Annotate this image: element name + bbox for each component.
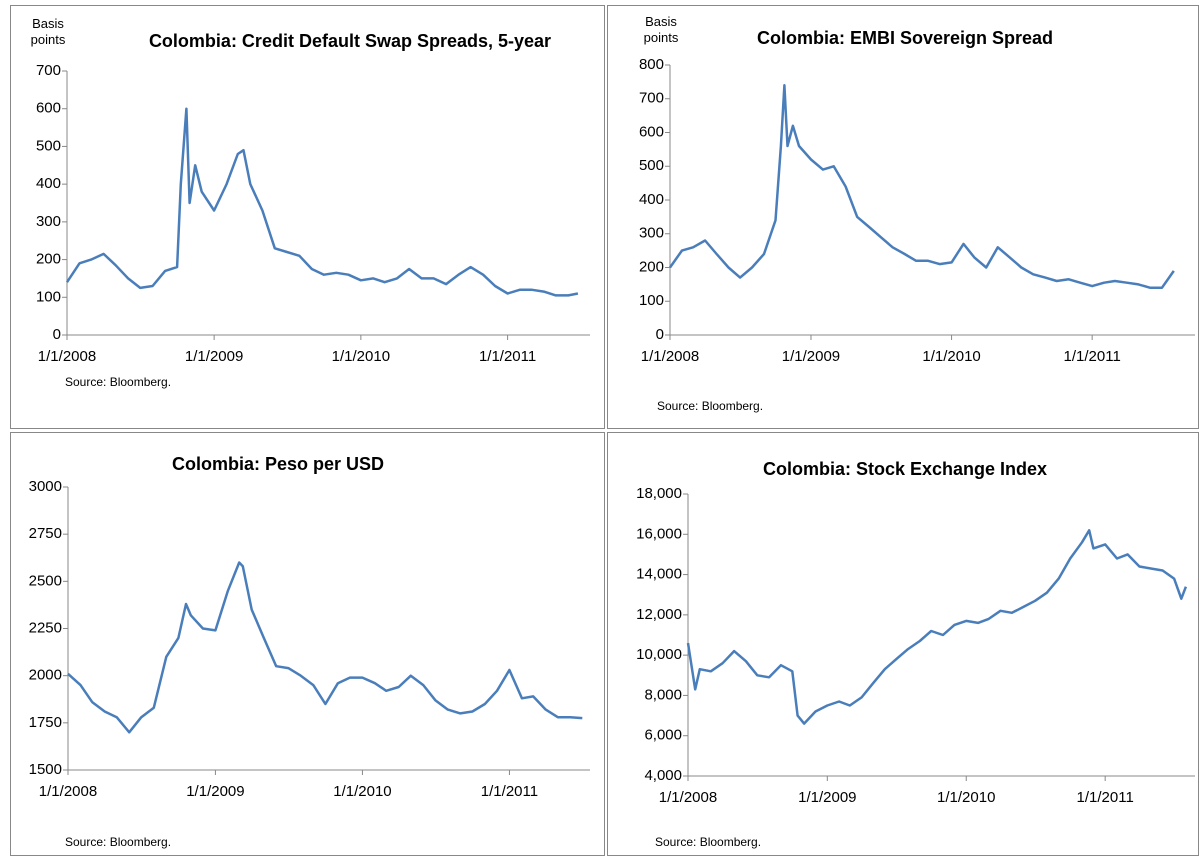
- x-tick-label: 1/1/2008: [641, 348, 699, 365]
- y-tick-label: 100: [639, 292, 664, 309]
- y-tick-label: 8,000: [644, 686, 682, 703]
- y-tick-label: 200: [36, 251, 61, 268]
- data-line: [668, 84, 1175, 290]
- source-note: Source: Bloomberg.: [655, 835, 761, 849]
- y-tick-label: 14,000: [636, 566, 682, 583]
- y-tick-label: 100: [36, 288, 61, 305]
- x-tick-label: 1/1/2009: [185, 348, 243, 365]
- y-tick-label: 18,000: [636, 485, 682, 502]
- y-tick-label: 10,000: [636, 646, 682, 663]
- x-tick-label: 1/1/2009: [782, 348, 840, 365]
- y-tick-label: 500: [639, 157, 664, 174]
- y-tick-label: 6,000: [644, 727, 682, 744]
- y-tick-label: 4,000: [644, 767, 682, 784]
- y-tick-label: 400: [639, 191, 664, 208]
- data-line: [686, 529, 1188, 725]
- y-tick-label: 3000: [29, 478, 62, 495]
- y-tick-label: 0: [656, 326, 664, 343]
- chart-title: Colombia: Peso per USD: [172, 454, 384, 474]
- y-tick-label: 1750: [29, 714, 62, 731]
- panel: [607, 5, 1199, 429]
- x-tick-label: 1/1/2011: [1077, 789, 1134, 806]
- y-tick-label: 700: [36, 62, 61, 79]
- x-tick-label: 1/1/2010: [333, 783, 391, 800]
- x-tick-label: 1/1/2011: [479, 348, 536, 365]
- y-tick-label: 600: [639, 123, 664, 140]
- chart-title: Colombia: EMBI Sovereign Spread: [757, 28, 1053, 48]
- y-tick-label: 500: [36, 137, 61, 154]
- y-tick-label: 1500: [29, 761, 62, 778]
- y-tick-label: 16,000: [636, 525, 682, 542]
- source-note: Source: Bloomberg.: [657, 399, 763, 413]
- y-tick-label: 2750: [29, 525, 62, 542]
- x-tick-label: 1/1/2011: [481, 783, 538, 800]
- data-line: [65, 107, 579, 297]
- x-tick-label: 1/1/2010: [332, 348, 390, 365]
- source-note: Source: Bloomberg.: [65, 375, 171, 389]
- y-axis-label: Basis points: [643, 14, 679, 45]
- x-tick-label: 1/1/2008: [39, 783, 97, 800]
- y-tick-label: 2000: [29, 667, 62, 684]
- y-tick-label: 400: [36, 175, 61, 192]
- x-tick-label: 1/1/2010: [937, 789, 995, 806]
- panel: [10, 5, 605, 429]
- chart-title: Colombia: Credit Default Swap Spreads, 5…: [149, 31, 551, 51]
- chart-title: Colombia: Stock Exchange Index: [763, 459, 1047, 479]
- y-tick-label: 300: [639, 225, 664, 242]
- y-tick-label: 600: [36, 100, 61, 117]
- y-tick-label: 800: [639, 56, 664, 73]
- data-line: [67, 561, 583, 734]
- x-tick-label: 1/1/2011: [1064, 348, 1121, 365]
- y-tick-label: 200: [639, 258, 664, 275]
- y-axis-label: Basis points: [30, 16, 66, 47]
- y-tick-label: 300: [36, 213, 61, 230]
- x-tick-label: 1/1/2009: [798, 789, 856, 806]
- y-tick-label: 12,000: [636, 606, 682, 623]
- x-tick-label: 1/1/2008: [659, 789, 717, 806]
- y-tick-label: 700: [639, 90, 664, 107]
- x-tick-label: 1/1/2010: [922, 348, 980, 365]
- source-note: Source: Bloomberg.: [65, 835, 171, 849]
- x-tick-label: 1/1/2009: [186, 783, 244, 800]
- y-tick-label: 0: [53, 326, 61, 343]
- x-tick-label: 1/1/2008: [38, 348, 96, 365]
- y-tick-label: 2500: [29, 572, 62, 589]
- y-tick-label: 2250: [29, 619, 62, 636]
